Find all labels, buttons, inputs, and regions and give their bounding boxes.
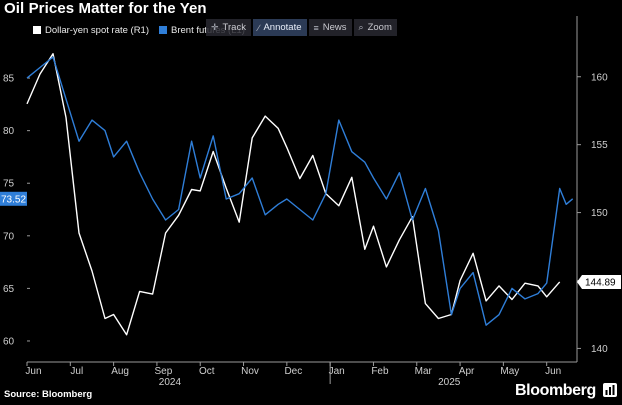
track-label: Track [222, 22, 246, 33]
legend-swatch-brent [159, 26, 168, 34]
news-button[interactable]: ≡ News [308, 19, 352, 36]
y-left-tick-label: 60 [3, 336, 15, 347]
y-right-tick-label: 155 [591, 140, 608, 151]
crosshair-icon: ✛ [211, 22, 219, 32]
annotate-button[interactable]: ∕ Annotate [252, 19, 307, 36]
y-left-tick-label: 75 [3, 179, 15, 190]
x-tick-label: Mar [415, 366, 433, 377]
legend-label-usdjpy: Dollar-yen spot rate (R1) [45, 24, 150, 36]
x-tick-label: Jul [70, 366, 83, 377]
x-tick-label: Jun [25, 366, 41, 377]
zoom-label: Zoom [367, 22, 392, 33]
x-tick-label: Feb [371, 366, 389, 377]
x-tick-label: May [500, 366, 519, 377]
x-tick-label: Jan [329, 366, 345, 377]
legend-swatch-usdjpy [33, 26, 41, 34]
last-value-right-badge [577, 274, 621, 289]
chart-title: Oil Prices Matter for the Yen [4, 0, 207, 17]
x-tick-label: Aug [111, 366, 129, 377]
year-label: 2024 [159, 377, 182, 388]
bloomberg-logo: Bloomberg [515, 382, 596, 399]
y-left-tick-label: 70 [3, 231, 15, 242]
magnifier-icon: ⌕ [358, 22, 364, 32]
x-tick-label: Dec [284, 366, 302, 377]
chart-icon [603, 383, 617, 397]
annotate-label: Annotate [263, 22, 302, 33]
track-button[interactable]: ✛ Track [206, 19, 251, 36]
series-layer [26, 53, 574, 336]
y-left-tick-label: 80 [3, 126, 15, 137]
y-right-tick-label: 160 [591, 72, 608, 83]
year-label: 2025 [438, 377, 461, 388]
news-label: News [322, 22, 347, 33]
legend-item-usdjpy: Dollar-yen spot rate (R1) [33, 25, 149, 36]
x-tick-label: Apr [459, 366, 475, 377]
axes: 606570758085140145150155160JunJulAugSepO… [3, 16, 608, 388]
value-markers: 73.52 144.89 [0, 191, 621, 289]
x-tick-label: Nov [241, 366, 259, 377]
brent-series-line [26, 56, 574, 326]
y-right-tick-label: 140 [591, 344, 608, 355]
zoom-button[interactable]: ⌕ Zoom [353, 19, 397, 36]
chart-toolbar: ✛ Track ∕ Annotate ≡ News ⌕ Zoom [206, 19, 397, 36]
news-icon: ≡ [313, 22, 319, 33]
x-tick-label: Sep [155, 366, 173, 377]
last-value-left-label: 73.52 [1, 194, 26, 205]
x-tick-label: Jun [545, 366, 561, 377]
pencil-icon: ∕ [257, 22, 260, 33]
last-value-right-label: 144.89 [585, 277, 616, 288]
y-left-tick-label: 85 [3, 74, 15, 85]
usdjpy-series-line [26, 53, 561, 336]
last-value-left-badge [0, 191, 27, 206]
y-left-tick-label: 65 [3, 284, 15, 295]
x-tick-label: Oct [199, 366, 215, 377]
source-note: Source: Bloomberg [4, 389, 93, 400]
y-right-tick-label: 150 [591, 208, 608, 219]
